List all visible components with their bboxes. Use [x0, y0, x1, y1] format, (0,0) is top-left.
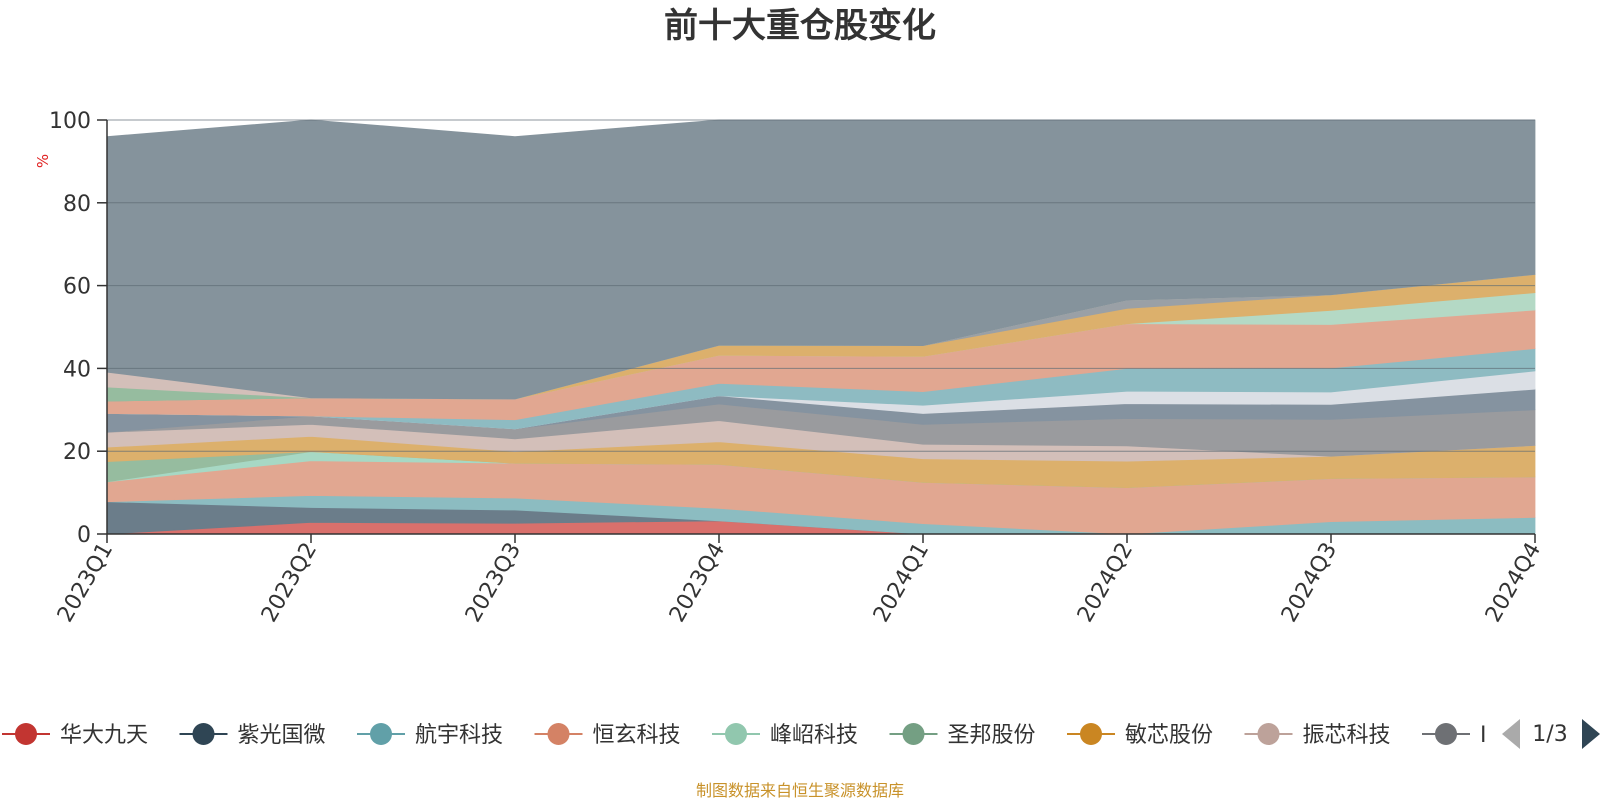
y-tick-label: 0	[77, 523, 91, 548]
y-tick-label: 60	[63, 275, 91, 300]
y-tick-label: 80	[63, 192, 91, 217]
legend-label: 恒玄科技	[593, 723, 681, 748]
legend[interactable]: 华大九天 紫光国微 航宇科技 恒玄科技 峰岹科技 圣邦股份 敏芯股份 振芯科技 Ⅰ	[2, 723, 1487, 748]
y-tick-label: 20	[63, 440, 91, 465]
legend-marker	[902, 723, 925, 745]
chart-title: 前十大重仓股变化	[664, 6, 936, 46]
legend-item-4[interactable]: 恒玄科技	[534, 723, 681, 748]
gridlines	[107, 119, 1535, 452]
legend-label: 振芯科技	[1303, 723, 1391, 748]
legend-item-3[interactable]: 航宇科技	[357, 723, 503, 748]
legend-item-8[interactable]: 振芯科技	[1244, 723, 1391, 748]
x-tick-label: 2024Q3	[1277, 539, 1342, 627]
legend-label: 华大九天	[60, 723, 148, 748]
legend-next-arrow-icon[interactable]	[1582, 719, 1600, 749]
y-tick-label: 40	[63, 357, 91, 382]
legend-label: 航宇科技	[415, 723, 503, 748]
legend-item-2[interactable]: 紫光国微	[179, 723, 326, 748]
legend-item-5[interactable]: 峰岹科技	[712, 723, 858, 748]
legend-marker	[725, 723, 747, 745]
legend-item-9[interactable]: Ⅰ	[1422, 723, 1487, 748]
x-tick-label: 2023Q4	[665, 539, 730, 627]
legend-label: 圣邦股份	[948, 723, 1036, 748]
area-series-19	[106, 119, 1536, 400]
legend-marker	[192, 723, 215, 745]
x-tick-label: 2023Q1	[53, 539, 118, 627]
legend-pager[interactable]: 1/3	[1502, 719, 1600, 749]
legend-label: Ⅰ	[1480, 723, 1487, 748]
y-axis-label: %	[34, 154, 52, 168]
legend-item-6[interactable]: 圣邦股份	[889, 723, 1036, 748]
series-areas	[106, 119, 1536, 535]
x-tick-label: 2023Q3	[461, 539, 526, 627]
legend-marker	[547, 723, 570, 745]
legend-page-indicator: 1/3	[1532, 722, 1567, 747]
legend-item-1[interactable]: 华大九天	[2, 723, 148, 748]
legend-label: 紫光国微	[238, 723, 326, 748]
legend-prev-arrow-icon[interactable]	[1502, 719, 1520, 749]
legend-item-7[interactable]: 敏芯股份	[1067, 723, 1213, 748]
x-tick-label: 2023Q2	[257, 539, 322, 627]
x-tick-label: 2024Q4	[1481, 539, 1546, 627]
y-tick-label: 100	[49, 109, 91, 134]
legend-marker	[1257, 723, 1280, 745]
source-note: 制图数据来自恒生聚源数据库	[696, 781, 904, 800]
legend-marker	[1435, 723, 1457, 745]
legend-label: 峰岹科技	[770, 723, 858, 748]
x-tick-label: 2024Q1	[869, 539, 934, 627]
legend-marker	[370, 723, 392, 745]
x-tick-label: 2024Q2	[1073, 539, 1138, 627]
legend-label: 敏芯股份	[1125, 723, 1213, 748]
legend-marker	[1080, 723, 1102, 745]
legend-marker	[15, 723, 37, 745]
